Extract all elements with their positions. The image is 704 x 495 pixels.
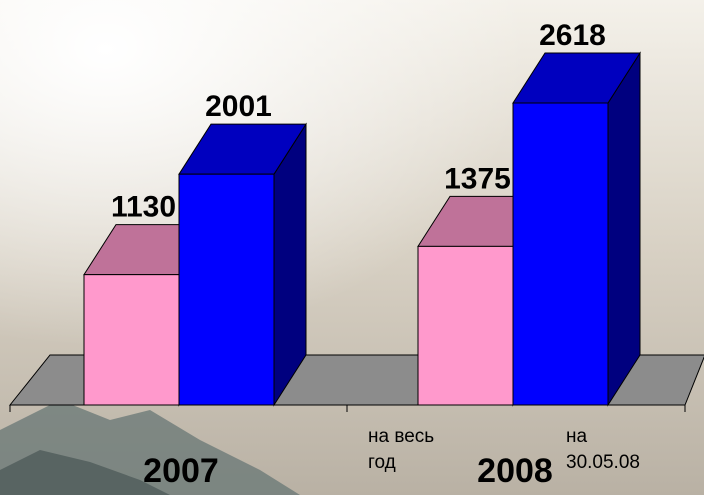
value-label: 1130 [111,191,176,224]
mountain [0,450,170,495]
value-label: 2618 [539,19,606,52]
value-label: 2001 [205,90,272,123]
x-tick-label: 2007 [143,452,219,490]
bar-side-shade [274,124,306,405]
bar [512,102,609,406]
bar-side-shade [608,53,640,405]
annotation: на весь год [368,426,435,473]
value-label: 1375 [444,162,511,195]
bar-top-shade [179,124,306,175]
bar [417,245,514,406]
bar-top-shade [513,53,640,103]
x-tick-label: 2008 [477,452,553,490]
annotation: на 30.05.08 [566,426,640,473]
bar [178,173,275,406]
bar [83,274,180,406]
